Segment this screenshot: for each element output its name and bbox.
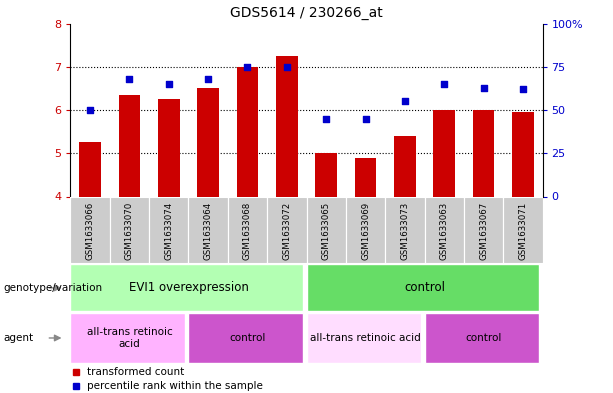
Bar <box>267 196 306 263</box>
Bar <box>237 67 258 196</box>
Text: control: control <box>404 281 445 294</box>
Bar <box>464 196 503 263</box>
Bar <box>189 314 303 362</box>
Bar <box>346 196 385 263</box>
Bar <box>306 264 539 311</box>
Text: GSM1633072: GSM1633072 <box>283 202 291 260</box>
Bar <box>424 314 539 362</box>
Point <box>282 64 292 70</box>
Point <box>85 107 95 113</box>
Bar <box>424 196 464 263</box>
Point <box>360 116 370 122</box>
Text: control: control <box>229 333 265 343</box>
Bar <box>149 196 189 263</box>
Bar <box>433 110 455 196</box>
Bar <box>473 110 494 196</box>
Point <box>204 76 213 82</box>
Bar <box>119 95 140 196</box>
Text: GSM1633064: GSM1633064 <box>204 202 213 260</box>
Bar <box>70 264 303 311</box>
Text: GSM1633073: GSM1633073 <box>400 202 409 260</box>
Text: EVI1 overexpression: EVI1 overexpression <box>129 281 248 294</box>
Point <box>479 84 489 91</box>
Text: GSM1633068: GSM1633068 <box>243 202 252 260</box>
Point <box>400 98 409 105</box>
Text: GSM1633065: GSM1633065 <box>322 202 330 260</box>
Point <box>321 116 331 122</box>
Text: all-trans retinoic
acid: all-trans retinoic acid <box>86 327 172 349</box>
Bar <box>197 88 219 196</box>
Bar <box>70 196 110 263</box>
Bar <box>79 142 101 196</box>
Text: GSM1633070: GSM1633070 <box>125 202 134 260</box>
Bar <box>276 56 298 196</box>
Point <box>164 81 173 87</box>
Bar <box>110 196 149 263</box>
Bar <box>228 196 267 263</box>
Bar <box>503 196 543 263</box>
Bar <box>306 196 346 263</box>
Bar <box>512 112 534 196</box>
Bar <box>315 153 337 196</box>
Text: GSM1633063: GSM1633063 <box>440 202 449 260</box>
Text: GSM1633066: GSM1633066 <box>86 202 94 260</box>
Bar <box>355 158 376 196</box>
Bar <box>394 136 416 196</box>
Bar <box>385 196 424 263</box>
Point <box>440 81 449 87</box>
Text: transformed count: transformed count <box>88 367 185 377</box>
Point <box>124 76 134 82</box>
Bar <box>189 196 228 263</box>
Text: GSM1633074: GSM1633074 <box>164 202 173 260</box>
Bar <box>158 99 180 196</box>
Point <box>518 86 528 92</box>
Text: agent: agent <box>3 333 33 343</box>
Text: percentile rank within the sample: percentile rank within the sample <box>88 381 264 391</box>
Bar <box>306 314 421 362</box>
Title: GDS5614 / 230266_at: GDS5614 / 230266_at <box>230 6 383 20</box>
Text: GSM1633071: GSM1633071 <box>519 202 527 260</box>
Text: GSM1633067: GSM1633067 <box>479 202 488 260</box>
Point <box>243 64 253 70</box>
Text: GSM1633069: GSM1633069 <box>361 202 370 260</box>
Text: all-trans retinoic acid: all-trans retinoic acid <box>310 333 421 343</box>
Bar <box>70 314 185 362</box>
Text: genotype/variation: genotype/variation <box>3 283 102 293</box>
Text: control: control <box>465 333 501 343</box>
